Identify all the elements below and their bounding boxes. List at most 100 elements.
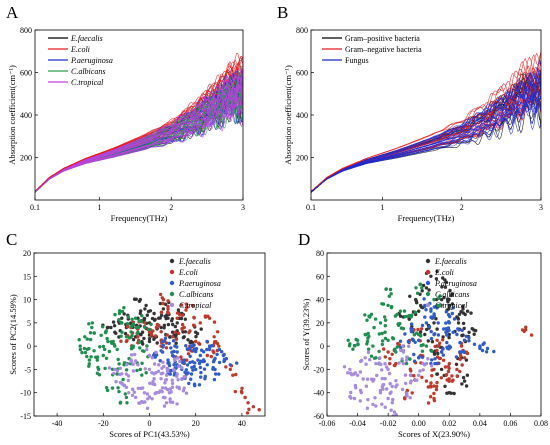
scatter-point <box>139 309 143 313</box>
scatter-point <box>162 326 166 330</box>
scatter-point <box>192 382 197 386</box>
x-tick-label: 1 <box>380 203 384 212</box>
scatter-point <box>160 366 164 370</box>
scatter-point <box>416 327 420 332</box>
x-tick-label: 1 <box>98 203 102 212</box>
scatter-point <box>462 356 467 360</box>
legend-label: C.tropical <box>71 78 104 87</box>
legend-marker <box>169 258 175 264</box>
x-tick-label: -0.04 <box>349 419 366 428</box>
scatter-point <box>409 329 414 334</box>
scatter-point <box>420 375 424 379</box>
scatter-point <box>129 330 133 334</box>
scatter-point <box>358 399 362 403</box>
scatter-point <box>213 367 217 372</box>
scatter-point <box>116 386 120 390</box>
scatter-point <box>164 346 169 350</box>
scatter-point <box>138 401 142 405</box>
scatter-point <box>177 364 181 368</box>
scatter-point <box>161 371 165 375</box>
scatter-point <box>403 373 408 377</box>
y-tick-label: 20 <box>23 249 31 258</box>
scatter-point <box>172 373 176 377</box>
plot-area <box>311 50 541 193</box>
scatter-point <box>455 367 459 372</box>
y-axis-label: Scores of PC2(14.59%) <box>8 294 18 375</box>
scatter-point <box>359 358 364 363</box>
scatter-point <box>138 346 142 350</box>
scatter-point <box>112 324 117 328</box>
scatter-point <box>87 358 92 362</box>
scatter-point <box>388 357 392 361</box>
scatter-point <box>119 320 123 325</box>
plot-area <box>77 292 261 415</box>
scatter-point <box>437 344 441 348</box>
scatter-point <box>162 339 167 343</box>
scatter-point <box>421 368 425 372</box>
scatter-point <box>383 355 387 359</box>
scatter-point <box>480 348 485 353</box>
scatter-point <box>164 377 168 382</box>
scatter-point <box>371 344 375 348</box>
scatter-point <box>175 402 179 406</box>
scatter-point <box>135 368 139 373</box>
scatter-point <box>412 352 416 357</box>
scatter-point <box>439 376 443 380</box>
scatter-point <box>197 383 202 387</box>
scatter-point <box>441 358 446 362</box>
scatter-point <box>206 314 210 318</box>
scatter-point <box>162 404 167 408</box>
scatter-point <box>136 335 140 339</box>
scatter-point <box>432 297 436 302</box>
legend-marker <box>425 291 431 297</box>
scatter-point <box>394 379 398 383</box>
scatter-point <box>438 294 442 298</box>
scatter-point <box>346 371 350 375</box>
scatter-point <box>364 384 369 388</box>
series-line-Gram–negative bacteria <box>311 52 541 192</box>
y-tick-label: 800 <box>296 26 308 35</box>
legend-label: Gram–positive bacteria <box>345 34 420 43</box>
scatter-point <box>346 338 350 342</box>
series-line-Gram–positive bacteria <box>311 72 541 193</box>
y-tick-label: 15 <box>23 272 31 281</box>
scatter-point <box>374 404 378 408</box>
scatter-point <box>449 293 454 298</box>
scatter-point <box>137 299 142 303</box>
scatter-point <box>408 396 412 400</box>
scatter-point <box>412 333 417 337</box>
scatter-point <box>178 313 182 317</box>
scatter-point <box>429 381 433 385</box>
series-line-Fungus <box>311 59 541 193</box>
scatter-point <box>118 400 123 404</box>
scatter-point <box>421 361 425 366</box>
scatter-point <box>437 356 442 361</box>
scatter-point <box>467 336 471 340</box>
x-axis-label: Frequency(THz) <box>111 213 168 223</box>
scatter-point <box>198 353 202 358</box>
scatter-point <box>133 316 138 320</box>
scatter-point <box>134 297 138 301</box>
y-tick-label: 600 <box>296 69 308 78</box>
scatter-point <box>139 386 143 390</box>
scatter-point <box>208 345 212 350</box>
scatter-point <box>158 292 163 297</box>
scatter-point <box>188 340 192 345</box>
y-tick-label: 200 <box>20 154 32 163</box>
scatter-point <box>166 358 170 362</box>
scatter-point <box>159 313 164 317</box>
scatter-point <box>77 338 81 342</box>
scatter-point <box>170 385 175 389</box>
series-line-C.tropical <box>35 86 243 193</box>
scatter-point <box>386 338 390 342</box>
scatter-point <box>451 378 455 382</box>
scatter-point <box>403 396 407 400</box>
scatter-point <box>151 379 155 384</box>
scatter-point <box>166 307 170 311</box>
scatter-point <box>192 316 196 320</box>
y-tick-label: 600 <box>20 69 32 78</box>
scatter-point <box>385 365 389 369</box>
scatter-point <box>130 393 135 397</box>
y-tick-label: 0 <box>320 342 324 351</box>
scatter-point <box>180 313 185 317</box>
